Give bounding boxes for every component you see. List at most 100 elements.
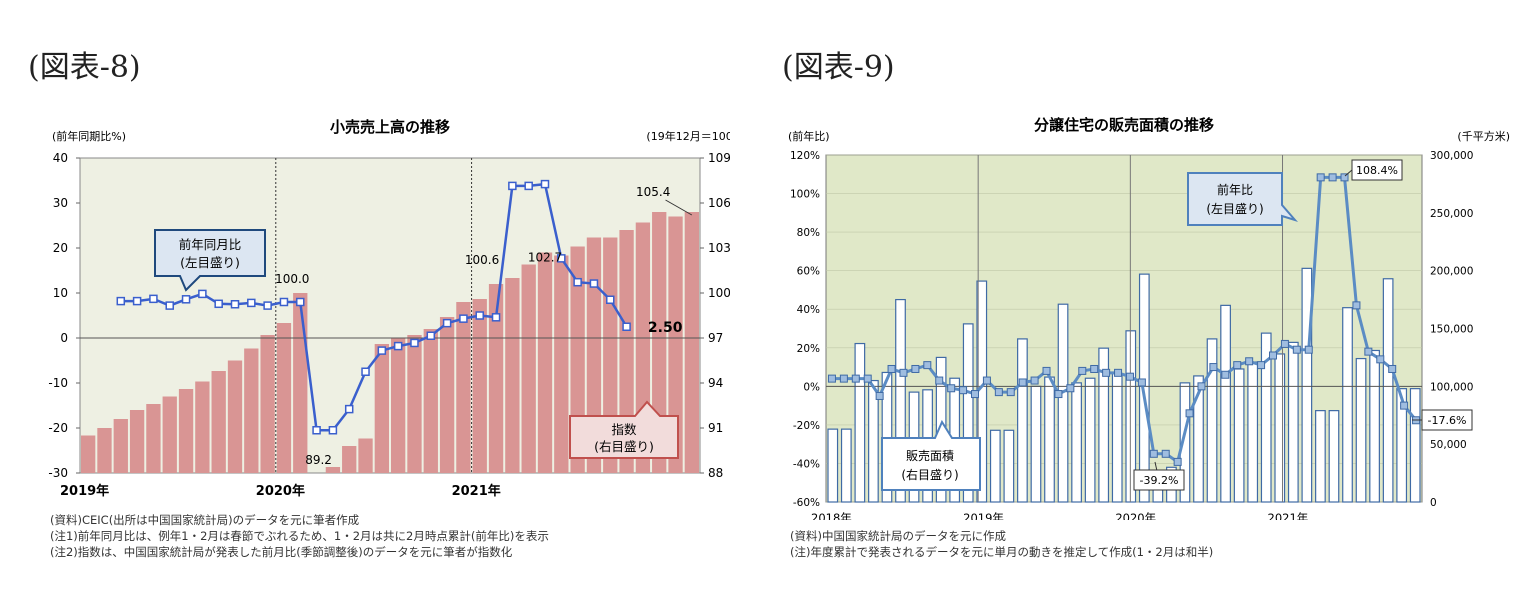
yoy-point bbox=[557, 254, 566, 263]
index-bar bbox=[325, 467, 341, 473]
x-year-label: 2020年 bbox=[256, 483, 305, 499]
callout-area-subtext: (右目盛り) bbox=[901, 467, 958, 482]
yoy-point bbox=[1209, 363, 1218, 372]
callout-area-text: 販売面積 bbox=[906, 448, 954, 463]
data-label: 2.50 bbox=[648, 320, 683, 336]
index-bar bbox=[342, 446, 357, 473]
index-bar bbox=[391, 338, 406, 473]
yoy-point bbox=[839, 374, 848, 383]
yoy-point bbox=[1257, 361, 1266, 370]
y-tick-label: 40% bbox=[797, 304, 820, 316]
index-bar bbox=[162, 396, 177, 473]
yoy-point bbox=[263, 301, 272, 310]
callout-yoy-subtext: (左目盛り) bbox=[1206, 201, 1263, 216]
y2-tick-label: 150,000 bbox=[1430, 324, 1473, 336]
area-bar bbox=[895, 298, 906, 503]
yoy-point bbox=[1006, 388, 1015, 397]
index-bar bbox=[97, 428, 112, 473]
y-tick-label: 20% bbox=[797, 343, 820, 355]
y-tick-label: -40% bbox=[793, 458, 820, 470]
yoy-point bbox=[312, 426, 321, 435]
yoy-point bbox=[1304, 345, 1313, 354]
yoy-point bbox=[622, 322, 631, 331]
note-source-right: (資料)中国国家統計局のデータを元に作成 bbox=[790, 529, 1006, 543]
yoy-point bbox=[1245, 357, 1254, 366]
area-bar bbox=[1030, 385, 1042, 503]
area-bar bbox=[1044, 376, 1055, 503]
leader-line bbox=[1344, 169, 1353, 177]
yoy-point bbox=[328, 426, 338, 435]
yoy-point bbox=[132, 296, 142, 306]
yoy-point bbox=[911, 364, 920, 373]
index-bar bbox=[227, 360, 243, 473]
yoy-point bbox=[296, 297, 305, 307]
data-label: 100.0 bbox=[275, 272, 309, 286]
index-bar bbox=[521, 264, 536, 473]
yoy-point bbox=[1066, 384, 1075, 393]
y-tick-label: -20% bbox=[793, 420, 820, 432]
y-tick-label: 20 bbox=[53, 241, 68, 255]
data-label: 89.2 bbox=[305, 453, 332, 467]
yoy-point bbox=[1400, 401, 1409, 410]
y-tick-label: -10 bbox=[48, 376, 68, 390]
index-bar bbox=[456, 302, 471, 473]
y2-tick-label: 100,000 bbox=[1430, 381, 1473, 393]
y2-tick-label: 109 bbox=[708, 151, 730, 165]
area-bar bbox=[840, 428, 852, 503]
y2-tick-label: 91 bbox=[708, 421, 723, 435]
y-axis-label: (前年同期比%) bbox=[52, 129, 126, 143]
area-bar bbox=[1247, 361, 1259, 503]
figure-label-8: (図表-8) bbox=[28, 50, 141, 85]
yoy-point bbox=[573, 277, 582, 287]
yoy-point bbox=[1030, 376, 1039, 385]
yoy-point bbox=[1233, 361, 1242, 370]
y-axis-label: (前年比) bbox=[788, 129, 830, 143]
y2-tick-label: 97 bbox=[708, 331, 723, 345]
yoy-point bbox=[1090, 364, 1099, 373]
yoy-point bbox=[1388, 364, 1397, 373]
area-bar bbox=[1098, 347, 1110, 503]
area-bar bbox=[1315, 410, 1326, 503]
yoy-point bbox=[875, 391, 884, 400]
yoy-point bbox=[1316, 173, 1325, 182]
yoy-point bbox=[377, 346, 387, 355]
index-bar bbox=[472, 299, 487, 473]
yoy-point bbox=[116, 296, 126, 306]
note-source-left: (資料)CEIC(出所は中国国家統計局)のデータを元に筆者作成 bbox=[50, 513, 360, 527]
yoy-point bbox=[344, 404, 354, 414]
y2-tick-label: 50,000 bbox=[1430, 439, 1467, 451]
area-bar bbox=[868, 379, 879, 503]
area-bar bbox=[1287, 341, 1299, 503]
yoy-point bbox=[214, 299, 223, 309]
index-bar bbox=[129, 410, 145, 473]
area-bar bbox=[962, 323, 974, 503]
index-bar bbox=[439, 317, 455, 473]
area-bar bbox=[1260, 332, 1272, 503]
y-tick-label: -30 bbox=[48, 466, 68, 480]
index-bar bbox=[178, 389, 194, 473]
yoy-point bbox=[149, 294, 158, 304]
y-tick-label: 10 bbox=[53, 286, 68, 300]
y2-tick-label: 250,000 bbox=[1430, 208, 1473, 220]
index-bar bbox=[652, 212, 667, 473]
index-bar bbox=[684, 212, 699, 473]
area-bar bbox=[1111, 373, 1123, 503]
index-bar bbox=[668, 216, 683, 473]
yoy-point bbox=[863, 374, 872, 383]
chart-title: 分譲住宅の販売面積の推移 bbox=[1034, 116, 1214, 134]
data-label: 100.6 bbox=[465, 253, 499, 267]
yoy-point bbox=[1054, 390, 1063, 399]
yoy-point bbox=[247, 298, 256, 308]
note-1-left: (注1)前年同月比は、例年1・2月は春節でぶれるため、1・2月は共に2月時点累計… bbox=[50, 529, 549, 543]
yoy-point bbox=[899, 368, 908, 377]
yoy-point bbox=[1197, 382, 1206, 391]
index-bar bbox=[488, 284, 504, 473]
data-label-box bbox=[1351, 159, 1403, 181]
yoy-point bbox=[1161, 449, 1170, 458]
note-2-left: (注2)指数は、中国国家統計局が発表した前月比(季節調整後)のデータを元に筆者が… bbox=[50, 545, 513, 559]
yoy-point bbox=[1149, 449, 1158, 458]
area-bar bbox=[1342, 307, 1353, 503]
index-bar bbox=[293, 293, 308, 473]
area-bar bbox=[1071, 382, 1082, 503]
y2-tick-label: 106 bbox=[708, 196, 730, 210]
